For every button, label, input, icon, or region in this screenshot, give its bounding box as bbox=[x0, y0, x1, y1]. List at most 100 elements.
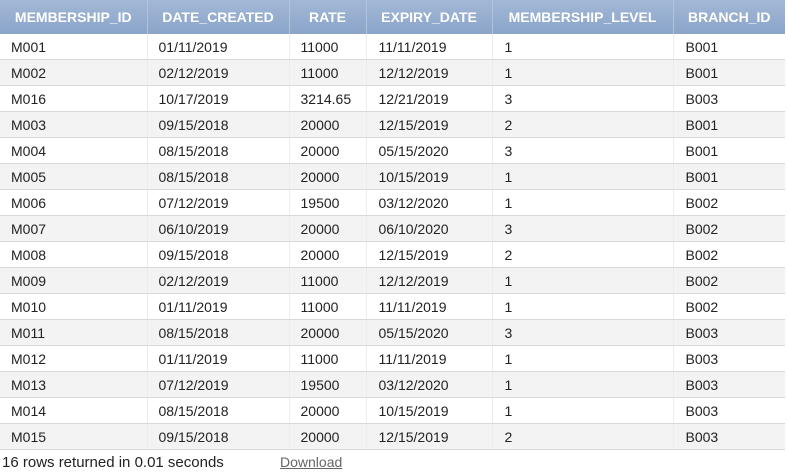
cell-date-created: 10/17/2019 bbox=[147, 85, 290, 112]
cell-branch-id: B002 bbox=[673, 215, 785, 242]
table-row: M013 07/12/2019 19500 03/12/2020 1 B003 bbox=[0, 371, 785, 398]
cell-branch-id: B001 bbox=[673, 111, 785, 138]
cell-date-created: 02/12/2019 bbox=[147, 59, 290, 86]
table-row: M004 08/15/2018 20000 05/15/2020 3 B001 bbox=[0, 137, 785, 164]
cell-rate: 19500 bbox=[289, 189, 367, 216]
cell-membership-id: M003 bbox=[0, 111, 148, 138]
cell-rate: 20000 bbox=[289, 137, 367, 164]
cell-expiry-date: 11/11/2019 bbox=[366, 34, 493, 60]
cell-date-created: 06/10/2019 bbox=[147, 215, 290, 242]
cell-membership-id: M008 bbox=[0, 241, 148, 268]
table-body: M001 01/11/2019 11000 11/11/2019 1 B001 … bbox=[0, 34, 785, 450]
cell-rate: 11000 bbox=[289, 345, 367, 372]
cell-date-created: 09/15/2018 bbox=[147, 241, 290, 268]
cell-membership-id: M012 bbox=[0, 345, 148, 372]
column-header-branch-id[interactable]: BRANCH_ID bbox=[673, 0, 785, 34]
cell-date-created: 01/11/2019 bbox=[147, 34, 290, 60]
download-link[interactable]: Download bbox=[280, 454, 343, 470]
table-row: M016 10/17/2019 3214.65 12/21/2019 3 B00… bbox=[0, 85, 785, 112]
cell-date-created: 01/11/2019 bbox=[147, 345, 290, 372]
cell-date-created: 01/11/2019 bbox=[147, 293, 290, 320]
cell-rate: 20000 bbox=[289, 319, 367, 346]
results-footer: 16 rows returned in 0.01 seconds Downloa… bbox=[0, 452, 788, 474]
cell-date-created: 09/15/2018 bbox=[147, 111, 290, 138]
cell-date-created: 08/15/2018 bbox=[147, 397, 290, 424]
cell-membership-id: M001 bbox=[0, 34, 148, 60]
cell-membership-id: M015 bbox=[0, 423, 148, 450]
cell-rate: 20000 bbox=[289, 163, 367, 190]
cell-rate: 11000 bbox=[289, 267, 367, 294]
cell-expiry-date: 11/11/2019 bbox=[366, 293, 493, 320]
cell-date-created: 08/15/2018 bbox=[147, 163, 290, 190]
results-table: MEMBERSHIP_ID DATE_CREATED RATE EXPIRY_D… bbox=[0, 0, 785, 450]
cell-membership-id: M006 bbox=[0, 189, 148, 216]
cell-membership-id: M007 bbox=[0, 215, 148, 242]
cell-branch-id: B002 bbox=[673, 267, 785, 294]
column-header-expiry-date[interactable]: EXPIRY_DATE bbox=[366, 0, 493, 34]
column-header-date-created[interactable]: DATE_CREATED bbox=[147, 0, 290, 34]
table-row: M010 01/11/2019 11000 11/11/2019 1 B002 bbox=[0, 293, 785, 320]
table-row: M015 09/15/2018 20000 12/15/2019 2 B003 bbox=[0, 423, 785, 450]
cell-expiry-date: 12/15/2019 bbox=[366, 423, 493, 450]
table-row: M002 02/12/2019 11000 12/12/2019 1 B001 bbox=[0, 59, 785, 86]
cell-membership-level: 3 bbox=[492, 319, 674, 346]
column-header-rate[interactable]: RATE bbox=[289, 0, 367, 34]
cell-branch-id: B002 bbox=[673, 241, 785, 268]
cell-branch-id: B003 bbox=[673, 397, 785, 424]
cell-rate: 3214.65 bbox=[289, 85, 367, 112]
cell-expiry-date: 05/15/2020 bbox=[366, 137, 493, 164]
cell-date-created: 07/12/2019 bbox=[147, 371, 290, 398]
cell-rate: 19500 bbox=[289, 371, 367, 398]
cell-date-created: 08/15/2018 bbox=[147, 137, 290, 164]
table-row: M007 06/10/2019 20000 06/10/2020 3 B002 bbox=[0, 215, 785, 242]
cell-membership-id: M002 bbox=[0, 59, 148, 86]
cell-branch-id: B003 bbox=[673, 345, 785, 372]
cell-membership-level: 1 bbox=[492, 397, 674, 424]
table-row: M014 08/15/2018 20000 10/15/2019 1 B003 bbox=[0, 397, 785, 424]
cell-expiry-date: 11/11/2019 bbox=[366, 345, 493, 372]
cell-membership-level: 1 bbox=[492, 371, 674, 398]
cell-expiry-date: 12/21/2019 bbox=[366, 85, 493, 112]
cell-expiry-date: 10/15/2019 bbox=[366, 397, 493, 424]
column-header-membership-id[interactable]: MEMBERSHIP_ID bbox=[0, 0, 148, 34]
table-row: M009 02/12/2019 11000 12/12/2019 1 B002 bbox=[0, 267, 785, 294]
cell-membership-level: 1 bbox=[492, 267, 674, 294]
cell-branch-id: B003 bbox=[673, 423, 785, 450]
cell-branch-id: B003 bbox=[673, 371, 785, 398]
cell-membership-level: 3 bbox=[492, 85, 674, 112]
cell-rate: 20000 bbox=[289, 215, 367, 242]
cell-branch-id: B003 bbox=[673, 319, 785, 346]
cell-membership-level: 2 bbox=[492, 111, 674, 138]
cell-membership-id: M011 bbox=[0, 319, 148, 346]
cell-membership-level: 1 bbox=[492, 163, 674, 190]
cell-membership-level: 1 bbox=[492, 59, 674, 86]
cell-expiry-date: 03/12/2020 bbox=[366, 371, 493, 398]
cell-rate: 11000 bbox=[289, 59, 367, 86]
cell-expiry-date: 06/10/2020 bbox=[366, 215, 493, 242]
cell-membership-id: M009 bbox=[0, 267, 148, 294]
cell-membership-level: 2 bbox=[492, 423, 674, 450]
table-row: M005 08/15/2018 20000 10/15/2019 1 B001 bbox=[0, 163, 785, 190]
cell-branch-id: B002 bbox=[673, 189, 785, 216]
cell-rate: 20000 bbox=[289, 111, 367, 138]
cell-date-created: 07/12/2019 bbox=[147, 189, 290, 216]
cell-membership-id: M005 bbox=[0, 163, 148, 190]
cell-membership-id: M013 bbox=[0, 371, 148, 398]
cell-date-created: 08/15/2018 bbox=[147, 319, 290, 346]
table-header-row: MEMBERSHIP_ID DATE_CREATED RATE EXPIRY_D… bbox=[0, 0, 785, 34]
cell-expiry-date: 12/12/2019 bbox=[366, 267, 493, 294]
cell-expiry-date: 10/15/2019 bbox=[366, 163, 493, 190]
cell-membership-level: 1 bbox=[492, 293, 674, 320]
cell-membership-level: 1 bbox=[492, 34, 674, 60]
cell-date-created: 02/12/2019 bbox=[147, 267, 290, 294]
cell-branch-id: B003 bbox=[673, 85, 785, 112]
cell-expiry-date: 05/15/2020 bbox=[366, 319, 493, 346]
cell-branch-id: B001 bbox=[673, 137, 785, 164]
cell-expiry-date: 12/12/2019 bbox=[366, 59, 493, 86]
cell-rate: 11000 bbox=[289, 293, 367, 320]
column-header-membership-level[interactable]: MEMBERSHIP_LEVEL bbox=[492, 0, 674, 34]
cell-membership-level: 2 bbox=[492, 241, 674, 268]
cell-branch-id: B002 bbox=[673, 293, 785, 320]
rows-returned-status: 16 rows returned in 0.01 seconds bbox=[2, 454, 224, 471]
cell-rate: 20000 bbox=[289, 423, 367, 450]
